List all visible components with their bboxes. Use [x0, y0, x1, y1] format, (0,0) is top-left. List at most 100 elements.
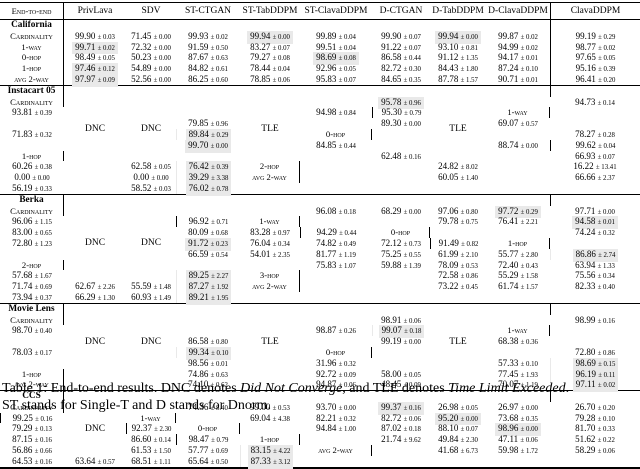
metric-stddev: ± 1.58: [520, 273, 538, 281]
metric-stddev: ± 1.93: [520, 371, 538, 379]
metric-stddev: ± 2.35: [272, 251, 290, 259]
value-cell: 98.69 ± 0.15: [550, 357, 640, 371]
value-cell: 96.08 ± 0.18: [300, 206, 372, 217]
metric-value: 54.01 ± 2.35: [250, 248, 290, 259]
metric-stddev: ± 0.10: [211, 349, 229, 357]
metric-stddev: ± 0.08: [338, 55, 356, 63]
value-cell: [176, 151, 240, 162]
status-dnc-cell: DNC: [84, 336, 106, 347]
section-berka: Berka Cardinality 96.08 ± 0.18 68.29 ± 0.00…: [0, 194, 640, 305]
value-cell: 95.16 ± 0.39: [550, 63, 640, 74]
metric-stddev: ± 0.00: [597, 208, 615, 216]
metric-stddev: ± 1.57: [520, 284, 538, 292]
value-cell: 57.33 ± 0.10: [486, 358, 550, 369]
metric-stddev: ± 0.16: [597, 317, 615, 325]
value-cell: [550, 336, 640, 347]
metric-value: 57.68 ± 1.67: [12, 270, 52, 281]
metric-stddev: ± 0.02: [598, 44, 616, 52]
status-dnc-cell: DNC: [84, 123, 106, 134]
value-cell: 79.78 ± 0.75: [430, 216, 486, 227]
metric-stddev: ± 0.20: [597, 404, 615, 412]
metric-stddev: ± 0.38: [34, 164, 52, 172]
value-cell: 86.58 ± 0.44: [372, 52, 430, 63]
value-cell: 99.19 ± 0.29: [550, 30, 640, 42]
value-cell: 73.22 ± 0.45: [430, 281, 486, 292]
spacer-cell: [486, 86, 550, 97]
value-cell: 61.53 ± 1.50: [126, 445, 176, 456]
metric-value: 72.80 ± 1.23: [12, 237, 52, 248]
value-cell: 76.04 ± 0.34: [240, 238, 300, 249]
metric-stddev: ± 2.30: [154, 426, 172, 434]
metric-stddev: ± 0.84: [338, 110, 356, 118]
spacer-cell: [240, 195, 300, 206]
spacer-cell: [430, 20, 486, 31]
row-label: avg 2-way: [240, 172, 300, 183]
value-cell: 99.94 ± 0.00: [240, 30, 300, 44]
metric-value: 99.94 ± 0.00: [435, 30, 481, 44]
caption-text: , and TLE denotes: [342, 381, 449, 396]
metric-stddev: ± 0.35: [520, 415, 538, 423]
row-label: 1-hop: [486, 237, 550, 249]
metric-value: 99.34 ± 0.10: [185, 346, 232, 360]
metric-value: 91.49 ± 0.82: [438, 237, 479, 248]
metric-stddev: ± 0.69: [34, 284, 52, 292]
value-cell: [550, 238, 640, 249]
metric-stddev: ± 1.67: [34, 273, 52, 281]
metric-stddev: ± 0.02: [97, 44, 115, 52]
metric-value: 84.85 ± 0.44: [316, 139, 356, 150]
metric-value: 91.59 ± 0.50: [188, 41, 228, 52]
metric-value: 87.24 ± 0.10: [498, 63, 538, 74]
value-cell: 54.01 ± 2.35: [240, 249, 300, 260]
value-cell: [240, 260, 300, 271]
metric-stddev: ± 0.14: [597, 99, 615, 107]
metric-stddev: ± 0.73: [403, 240, 421, 248]
metric-value: 63.94 ± 1.33: [575, 259, 615, 270]
metric-value: 99.70 ± 0.00: [185, 139, 231, 153]
value-cell: 95.78 ± 0.96: [372, 96, 430, 110]
metric-value: 83.28 ± 0.97: [250, 227, 290, 238]
value-cell: [300, 118, 372, 129]
metric-value: 75.83 ± 1.07: [316, 259, 356, 270]
value-cell: 60.93 ± 1.49: [126, 292, 176, 303]
value-cell: 76.02 ± 0.78: [176, 182, 240, 196]
metric-value: 97.65 ± 0.05: [575, 52, 616, 63]
metric-value: 58.29 ± 0.06: [575, 445, 615, 456]
value-cell: 21.74 ± 9.62: [372, 434, 430, 445]
value-cell: 66.59 ± 0.54: [176, 249, 240, 260]
value-cell: [176, 97, 240, 108]
metric-value: 83.00 ± 0.65: [12, 227, 52, 238]
value-cell: 60.05 ± 1.40: [430, 172, 486, 183]
value-cell: 55.77 ± 2.80: [486, 249, 550, 260]
metric-value: 70.07 ± 1.19: [498, 379, 538, 390]
metric-value: 98.91 ± 0.06: [381, 314, 421, 325]
value-cell: 59.88 ± 1.39: [372, 260, 430, 271]
value-cell: 96.06 ± 1.15: [0, 216, 64, 227]
metric-value: 78.85 ± 0.06: [250, 73, 290, 84]
metric-value: 68.51 ± 1.11: [131, 455, 171, 466]
metric-stddev: ± 0.09: [338, 371, 356, 379]
metric-stddev: ± 0.39: [34, 110, 52, 118]
value-cell: [176, 315, 240, 326]
value-cell: 86.25 ± 0.60: [176, 74, 240, 85]
metric-stddev: ± 0.18: [338, 208, 356, 216]
metric-value: 95.30 ± 0.79: [381, 107, 422, 118]
metric-value: 65.64 ± 0.50: [188, 455, 228, 466]
value-cell: 84.65 ± 0.35: [372, 74, 430, 85]
metric-stddev: ± 0.18: [404, 328, 422, 336]
metric-value: 84.82 ± 0.61: [188, 63, 228, 74]
metric-stddev: ± 0.57: [97, 458, 115, 466]
status-tle-cell: TLE: [261, 336, 279, 347]
value-cell: 82.33 ± 0.40: [550, 281, 640, 292]
metric-stddev: ± 8.02: [460, 164, 478, 172]
metric-value: 64.53 ± 0.16: [12, 455, 52, 466]
value-cell: [372, 281, 430, 292]
metric-stddev: ± 0.15: [598, 360, 616, 368]
value-cell: 89.84 ± 0.29: [176, 128, 240, 142]
metric-stddev: ± 0.96: [403, 99, 421, 107]
metric-stddev: ± 1.95: [211, 294, 229, 302]
row-label: 2-hop: [0, 259, 64, 271]
spacer-cell: [486, 195, 550, 206]
value-cell: [240, 423, 300, 434]
spacer-cell: [240, 86, 300, 97]
metric-value: 26.70 ± 0.20: [575, 401, 615, 412]
